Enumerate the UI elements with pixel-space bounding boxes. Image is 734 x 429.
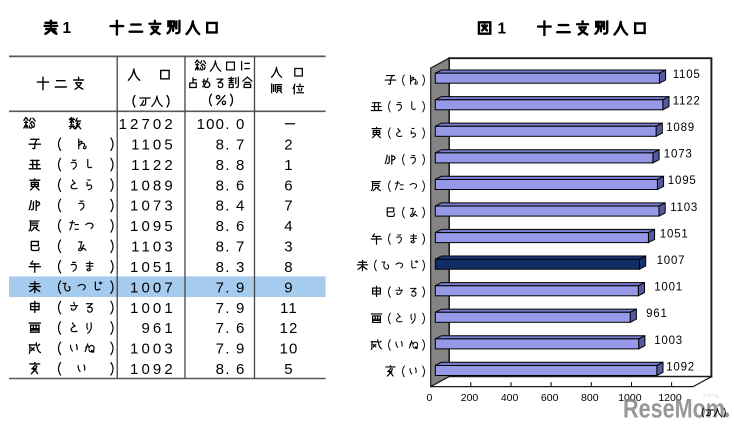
svg-text:1007: 1007 [130, 279, 176, 296]
svg-text:200: 200 [461, 392, 479, 404]
svg-text:7: 7 [284, 198, 294, 215]
svg-text:5: 5 [284, 361, 294, 378]
svg-text:2: 2 [284, 136, 294, 153]
svg-text:1073: 1073 [130, 198, 176, 215]
svg-text:1105: 1105 [673, 69, 701, 81]
svg-text:6: 6 [284, 177, 294, 194]
svg-text:100. 0: 100. 0 [197, 116, 246, 133]
svg-text:12: 12 [279, 320, 298, 337]
svg-text:1122: 1122 [673, 95, 701, 107]
svg-text:9: 9 [284, 279, 294, 296]
svg-text:8. 4: 8. 4 [216, 198, 246, 215]
svg-text:7. 9: 7. 9 [216, 279, 246, 296]
svg-text:3: 3 [284, 239, 294, 256]
svg-text:1: 1 [284, 157, 294, 174]
svg-text:1089: 1089 [666, 122, 695, 134]
svg-text:600: 600 [541, 392, 559, 404]
svg-text:11: 11 [280, 300, 298, 317]
svg-text:1: 1 [63, 20, 72, 37]
svg-text:1051: 1051 [660, 228, 689, 240]
svg-text:8. 8: 8. 8 [216, 157, 246, 174]
svg-text:7. 6: 7. 6 [216, 320, 246, 337]
svg-text:1092: 1092 [130, 361, 176, 378]
svg-text:8. 7: 8. 7 [216, 239, 246, 256]
svg-text:1001: 1001 [654, 282, 683, 294]
svg-text:10: 10 [279, 341, 298, 358]
svg-text:1007: 1007 [657, 255, 686, 267]
svg-text:7. 9: 7. 9 [216, 300, 246, 317]
svg-text:1103: 1103 [131, 239, 176, 256]
svg-text:7. 9: 7. 9 [216, 341, 246, 358]
svg-text:961: 961 [646, 308, 668, 320]
svg-text:8: 8 [284, 259, 294, 276]
svg-text:1122: 1122 [131, 157, 176, 174]
svg-text:1095: 1095 [130, 218, 176, 235]
svg-text:8. 6: 8. 6 [216, 218, 246, 235]
svg-text:8. 6: 8. 6 [216, 361, 246, 378]
svg-text:1051: 1051 [130, 259, 176, 276]
svg-text:1001: 1001 [130, 300, 176, 317]
svg-text:ReseMom: ReseMom [623, 394, 725, 424]
svg-text:1092: 1092 [666, 361, 695, 373]
svg-text:1003: 1003 [654, 335, 683, 347]
svg-text:800: 800 [581, 392, 599, 404]
svg-text:12702: 12702 [119, 116, 176, 133]
svg-text:8. 6: 8. 6 [216, 177, 246, 194]
svg-text:961: 961 [141, 320, 175, 337]
svg-text:1103: 1103 [670, 202, 698, 214]
svg-text:1000: 1000 [618, 392, 642, 404]
svg-text:8. 3: 8. 3 [216, 259, 246, 276]
svg-text:1095: 1095 [668, 175, 697, 187]
svg-text:1073: 1073 [664, 149, 693, 161]
svg-text:8. 7: 8. 7 [216, 136, 246, 153]
svg-text:0: 0 [426, 392, 432, 404]
svg-text:400: 400 [501, 392, 519, 404]
svg-text:1: 1 [498, 21, 507, 38]
svg-text:1105: 1105 [131, 136, 176, 153]
svg-text:1003: 1003 [130, 341, 176, 358]
svg-text:1200: 1200 [658, 392, 682, 404]
svg-text:4: 4 [284, 218, 294, 235]
svg-text:1089: 1089 [130, 177, 176, 194]
